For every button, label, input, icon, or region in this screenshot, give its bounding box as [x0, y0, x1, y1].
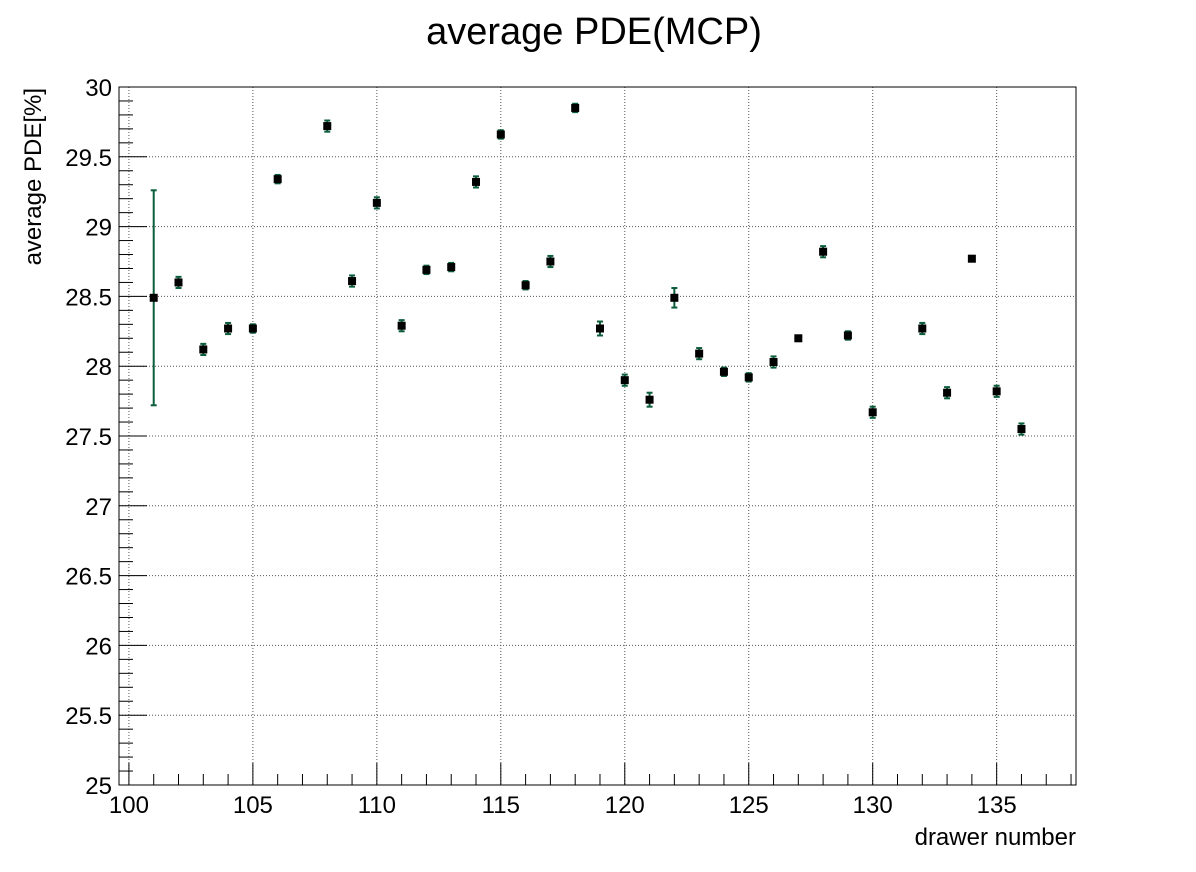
- x-tick-label: 105: [233, 792, 273, 819]
- y-tick-label: 25: [85, 773, 112, 800]
- x-tick-label: 125: [729, 792, 769, 819]
- x-tick-label: 115: [482, 792, 520, 819]
- data-point: [868, 408, 877, 417]
- data-point: [372, 198, 381, 207]
- y-axis-label: average PDE[%]: [20, 88, 47, 265]
- data-point: [521, 281, 530, 290]
- x-tick-label: 135: [977, 792, 1017, 819]
- data-point: [918, 324, 927, 333]
- data-point: [744, 373, 753, 382]
- y-tick-label: 29.5: [65, 145, 112, 172]
- x-tick-label: 100: [109, 792, 149, 819]
- y-tick-label: 30: [85, 75, 112, 102]
- data-point: [819, 247, 828, 256]
- x-tick-label: 110: [358, 792, 396, 819]
- y-tick-label: 29: [85, 215, 112, 242]
- data-point: [496, 130, 505, 139]
- data-point: [794, 334, 803, 343]
- data-point: [967, 254, 976, 263]
- x-tick-label: 120: [605, 792, 645, 819]
- y-tick-label: 28: [85, 354, 112, 381]
- data-point: [943, 388, 952, 397]
- data-point: [595, 324, 604, 333]
- data-point: [719, 367, 728, 376]
- data-point: [571, 103, 580, 112]
- y-tick-label: 25.5: [65, 703, 112, 730]
- x-axis-label: drawer number: [915, 824, 1076, 851]
- data-point: [670, 293, 679, 302]
- data-point: [620, 376, 629, 385]
- data-point: [224, 324, 233, 333]
- data-point: [248, 324, 257, 333]
- data-points: [149, 102, 1026, 436]
- x-tick-label: 130: [853, 792, 893, 819]
- data-point: [992, 387, 1001, 396]
- data-point: [1017, 425, 1026, 434]
- y-tick-label: 26.5: [65, 564, 112, 591]
- y-tick-label: 26: [85, 633, 112, 660]
- y-tick-label: 27: [85, 494, 112, 521]
- data-point: [174, 278, 183, 287]
- data-point: [149, 293, 158, 302]
- data-point: [645, 395, 654, 404]
- data-point: [843, 331, 852, 340]
- axes: 100 105 110 115 120 125 130 135 25 25.5 26 26.5 27 27…: [65, 75, 1072, 819]
- data-point: [323, 122, 332, 131]
- data-point: [546, 257, 555, 266]
- data-point: [695, 349, 704, 358]
- data-point: [199, 345, 208, 354]
- y-tick-label: 28.5: [65, 284, 112, 311]
- data-point: [397, 321, 406, 330]
- chart-title: average PDE(MCP): [426, 11, 762, 53]
- data-point: [422, 265, 431, 274]
- data-point: [472, 177, 481, 186]
- data-point: [769, 358, 778, 367]
- y-tick-label: 27.5: [65, 424, 112, 451]
- data-point: [348, 277, 357, 286]
- data-point: [273, 175, 282, 184]
- data-point: [447, 263, 456, 272]
